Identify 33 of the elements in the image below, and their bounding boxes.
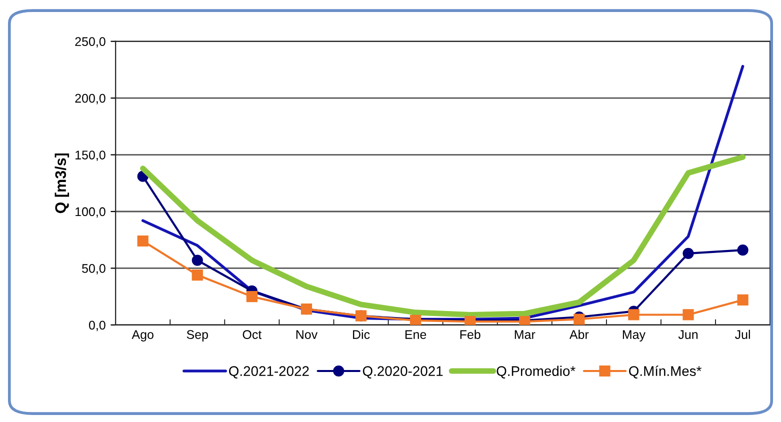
y-tick-label: 50,0 bbox=[82, 264, 106, 274]
x-tick-label: Feb bbox=[460, 330, 480, 339]
legend-label: Q.Mín.Mes* bbox=[629, 366, 702, 378]
point bbox=[192, 254, 203, 266]
x-tick-label: Oct bbox=[242, 330, 262, 339]
point bbox=[137, 235, 148, 247]
x-tick-label: Jul bbox=[735, 330, 750, 339]
y-tick-label: 250,0 bbox=[75, 37, 106, 48]
point bbox=[682, 309, 694, 320]
point bbox=[737, 294, 748, 306]
x-tick-label: May bbox=[622, 330, 646, 342]
x-tick-label: Ago bbox=[132, 330, 154, 342]
y-tick-label: 150,0 bbox=[76, 150, 106, 161]
x-tick-label: Dic bbox=[353, 330, 370, 339]
x-tick-label: Mar bbox=[514, 330, 536, 339]
point bbox=[192, 269, 203, 281]
point bbox=[682, 248, 694, 260]
point bbox=[737, 244, 748, 256]
legend-label: Q.2021-2022 bbox=[229, 366, 309, 378]
point bbox=[628, 309, 640, 320]
point bbox=[246, 291, 258, 302]
x-tick-label: Jun bbox=[678, 330, 698, 339]
y-tick-label: 200,0 bbox=[75, 94, 106, 104]
x-tick-label: Nov bbox=[296, 330, 318, 339]
legend-label: Q.2020-2021 bbox=[362, 366, 443, 378]
y-tick-label: 100,0 bbox=[76, 207, 106, 218]
y-axis-title: Q [m3/s] bbox=[54, 153, 70, 214]
legend-label: Q.Promedio* bbox=[496, 366, 576, 378]
x-tick-label: Sep bbox=[186, 330, 208, 342]
point bbox=[574, 314, 585, 325]
y-tick-label: 0,0 bbox=[88, 320, 106, 332]
x-tick-label: Ene bbox=[405, 330, 426, 339]
x-tick-label: Abr bbox=[569, 330, 589, 339]
